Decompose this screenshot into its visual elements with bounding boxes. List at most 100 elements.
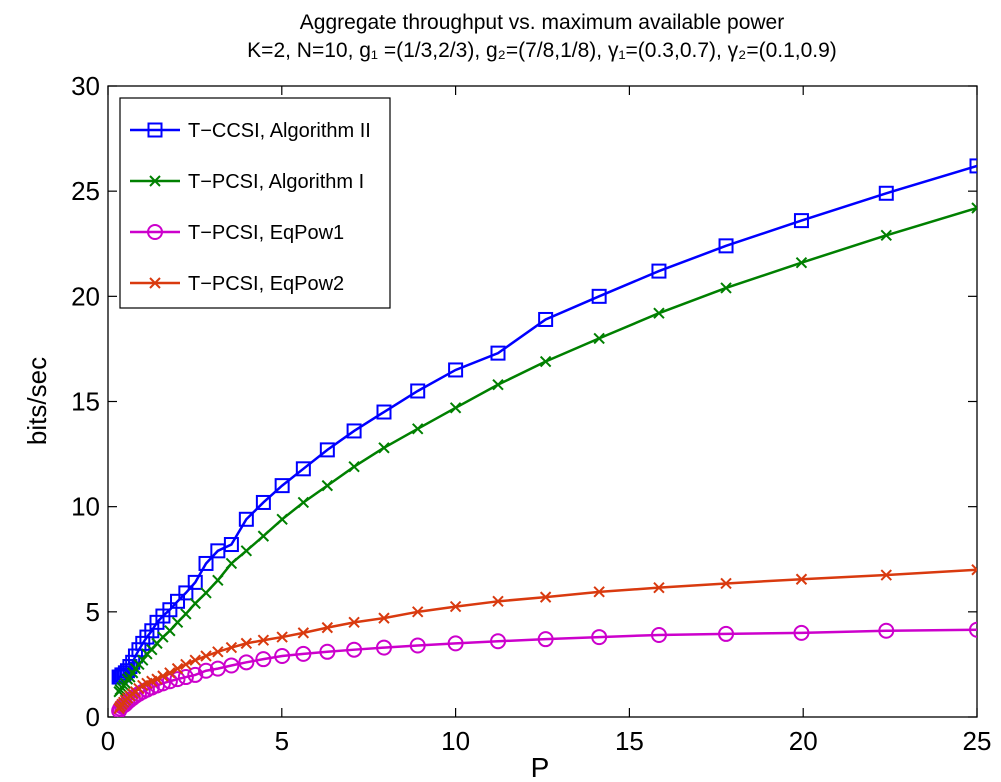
marker-x — [539, 591, 552, 603]
marker-x — [449, 402, 462, 414]
marker-x — [240, 637, 253, 650]
marker-x — [348, 460, 360, 473]
marker-x — [449, 600, 462, 613]
marker-x — [137, 654, 149, 666]
marker-square — [295, 461, 311, 477]
marker-x — [200, 587, 212, 599]
y-tick-label: 30 — [71, 71, 100, 101]
marker-x — [880, 229, 892, 242]
marker-x — [593, 332, 605, 345]
y-tick-label: 0 — [86, 702, 100, 732]
marker-x — [653, 581, 665, 594]
marker-square — [187, 574, 203, 590]
marker-circle — [177, 669, 194, 686]
legend-box — [119, 97, 391, 309]
marker-x — [151, 673, 163, 685]
marker-x — [795, 573, 808, 585]
marker-x — [720, 577, 732, 590]
marker-circle — [187, 666, 204, 683]
marker-x — [653, 307, 665, 319]
marker-x — [321, 621, 334, 634]
marker-x — [180, 608, 192, 620]
marker-x — [225, 641, 238, 654]
marker-square — [793, 213, 809, 229]
marker-circle — [793, 624, 810, 641]
y-axis-label: bits/sec — [22, 357, 52, 445]
x-tick-label: 25 — [963, 726, 992, 756]
marker-circle — [375, 639, 392, 656]
marker-x — [240, 545, 253, 557]
marker-square — [969, 158, 977, 174]
marker-square — [448, 362, 464, 378]
marker-x — [157, 670, 169, 682]
marker-square — [346, 423, 362, 439]
y-tick-label: 20 — [71, 281, 100, 311]
marker-square — [319, 442, 335, 458]
marker-x — [971, 202, 977, 214]
marker-circle — [969, 621, 977, 638]
marker-square — [376, 404, 392, 420]
marker-x — [257, 530, 270, 542]
legend-label: T−PCSI, Algorithm I — [188, 171, 364, 193]
y-tick-label: 5 — [86, 597, 100, 627]
marker-square — [538, 311, 554, 327]
marker-circle — [878, 622, 895, 639]
marker-x — [880, 569, 892, 581]
marker-circle — [255, 651, 272, 668]
legend-label: T−CCSI, Algorithm II — [188, 120, 371, 142]
marker-square — [147, 122, 163, 138]
marker-x — [149, 175, 161, 187]
plot-area — [111, 158, 977, 717]
marker-x — [171, 616, 184, 629]
marker-square — [410, 383, 426, 399]
marker-x — [492, 595, 504, 608]
marker-circle — [591, 629, 608, 646]
marker-square — [651, 263, 667, 279]
marker-x — [593, 586, 605, 598]
x-axis-label: P — [531, 752, 550, 782]
marker-square — [274, 478, 290, 494]
y-tick-label: 25 — [71, 176, 100, 206]
marker-circle — [537, 631, 554, 648]
marker-square — [490, 345, 506, 361]
marker-square — [170, 593, 186, 609]
marker-x — [257, 634, 270, 646]
legend-label: T−PCSI, EqPow2 — [188, 273, 344, 295]
marker-circle — [447, 635, 464, 652]
marker-x — [492, 378, 504, 391]
marker-x — [189, 654, 201, 666]
marker-circle — [650, 626, 667, 643]
marker-x — [276, 631, 288, 643]
marker-circle — [295, 645, 312, 662]
marker-square — [144, 623, 160, 639]
marker-x — [348, 616, 360, 629]
marker-x — [378, 612, 390, 624]
marker-circle — [198, 662, 215, 679]
marker-x — [539, 355, 552, 368]
marker-square — [591, 288, 607, 304]
marker-x — [412, 606, 424, 618]
marker-x — [225, 557, 238, 570]
marker-circle — [319, 643, 336, 660]
marker-x — [212, 646, 224, 658]
marker-circle — [274, 648, 291, 665]
marker-circle — [238, 654, 255, 671]
marker-x — [971, 564, 977, 576]
marker-square — [238, 511, 254, 527]
marker-square — [223, 537, 239, 553]
marker-x — [200, 650, 212, 662]
x-tick-label: 5 — [275, 726, 289, 756]
marker-x — [412, 423, 424, 435]
marker-x — [149, 277, 161, 289]
marker-x — [321, 479, 334, 492]
legend-label: T−PCSI, EqPow1 — [188, 222, 344, 244]
marker-x — [297, 627, 310, 639]
marker-circle — [409, 637, 426, 654]
y-tick-label: 15 — [71, 387, 100, 417]
marker-x — [720, 282, 732, 294]
marker-x — [795, 256, 808, 269]
marker-square — [878, 185, 894, 201]
marker-x — [180, 658, 192, 671]
x-tick-label: 10 — [441, 726, 470, 756]
